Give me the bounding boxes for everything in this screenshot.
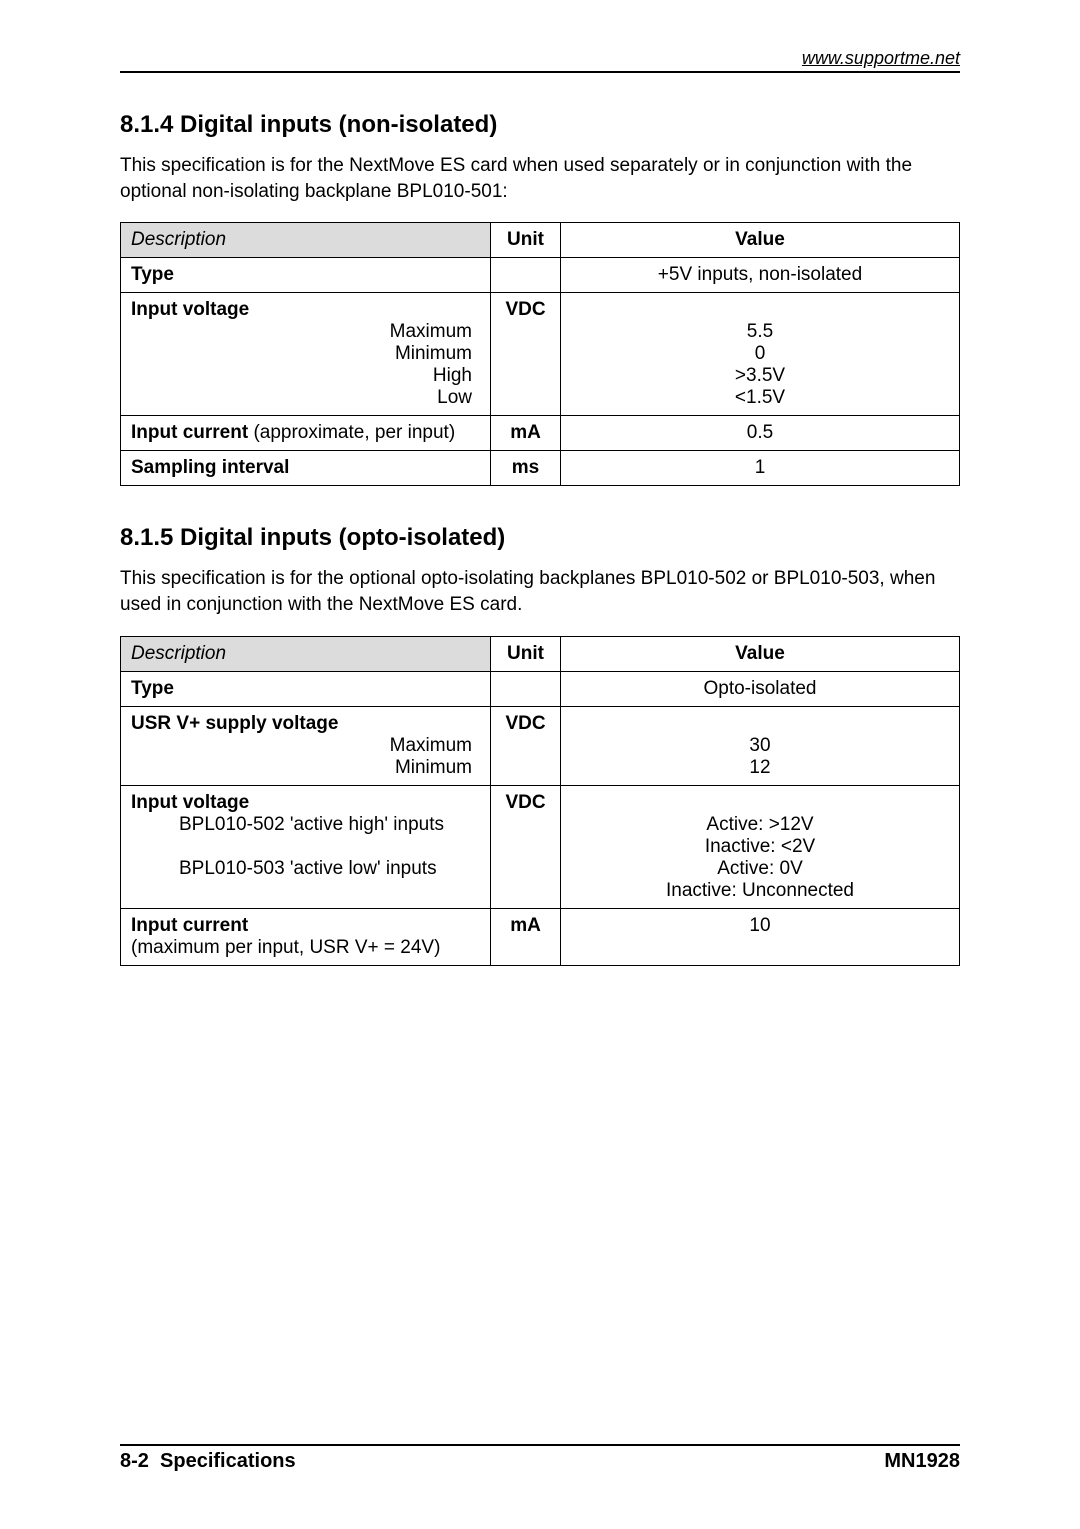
val-min: 0 [571,343,949,365]
col-unit: Unit [491,636,561,671]
unit-vdc: VDC [491,293,561,416]
val-high: >3.5V [571,365,949,387]
section-heading-814: 8.1.4 Digital inputs (non-isolated) [120,111,960,139]
label-usr-v: USR V+ supply voltage [131,713,338,734]
row-type: Type +5V inputs, non-isolated [121,258,960,293]
sub-max: Maximum [131,321,480,343]
col-value: Value [561,223,960,258]
val-503-inactive: Inactive: Unconnected [571,880,949,902]
table-header-row: Description Unit Value [121,223,960,258]
sub-503: BPL010-503 'active low' inputs [131,858,480,880]
unit-ma: mA [491,416,561,451]
sub-min: Minimum [131,757,480,779]
sub-502: BPL010-502 'active high' inputs [131,814,480,836]
label-input-current: Input current [131,422,248,443]
row-sampling: Sampling interval ms 1 [121,451,960,486]
sub-input-current: (maximum per input, USR V+ = 24V) [131,937,480,959]
val-input-current: 10 [561,908,960,965]
row-type: Type Opto-isolated [121,671,960,706]
footer-left: 8-2 Specifications [120,1450,296,1473]
label-input-voltage: Input voltage [131,299,249,320]
row-input-voltage: Input voltage BPL010-502 'active high' i… [121,785,960,908]
footer-section: Specifications [160,1450,296,1472]
page: www.supportme.net 8.1.4 Digital inputs (… [0,0,1080,966]
unit-vdc: VDC [491,785,561,908]
table-814: Description Unit Value Type +5V inputs, … [120,222,960,486]
section-intro-815: This specification is for the optional o… [120,566,960,617]
value-type: +5V inputs, non-isolated [561,258,960,293]
footer-page-num: 8-2 [120,1450,149,1472]
section-title: Digital inputs (non-isolated) [180,111,497,139]
val-low: <1.5V [571,387,949,409]
val-sampling: 1 [561,451,960,486]
header-rule [120,71,960,73]
section-title: Digital inputs (opto-isolated) [180,524,505,552]
label-type: Type [131,264,174,285]
val-502-active: Active: >12V [571,814,949,836]
row-input-current: Input current (maximum per input, USR V+… [121,908,960,965]
row-usr-v: USR V+ supply voltage Maximum Minimum VD… [121,706,960,785]
label-sampling: Sampling interval [131,457,289,478]
sub-high: High [131,365,480,387]
label-input-current: Input current [131,915,248,936]
sub-low: Low [131,387,480,409]
unit-vdc: VDC [491,706,561,785]
val-502-inactive: Inactive: <2V [571,836,949,858]
val-503-active: Active: 0V [571,858,949,880]
section-number: 8.1.5 [120,524,180,552]
footer-right: MN1928 [884,1450,960,1473]
header-url: www.supportme.net [120,48,960,71]
unit-ma: mA [491,908,561,965]
section-intro-814: This specification is for the NextMove E… [120,153,960,204]
col-description: Description [121,223,491,258]
col-value: Value [561,636,960,671]
label-input-voltage: Input voltage [131,792,249,813]
val-min: 12 [571,757,949,779]
val-input-current: 0.5 [561,416,960,451]
row-input-voltage: Input voltage Maximum Minimum High Low V… [121,293,960,416]
page-footer: 8-2 Specifications MN1928 [120,1444,960,1473]
unit-ms: ms [491,451,561,486]
value-type: Opto-isolated [561,671,960,706]
val-max: 30 [571,735,949,757]
footer-rule [120,1444,960,1446]
sub-min: Minimum [131,343,480,365]
row-input-current: Input current (approximate, per input) m… [121,416,960,451]
unit-type [491,258,561,293]
sub-max: Maximum [131,735,480,757]
section-number: 8.1.4 [120,111,180,139]
val-max: 5.5 [571,321,949,343]
label-type: Type [131,678,174,699]
label-input-current-rest: (approximate, per input) [248,422,455,443]
section-heading-815: 8.1.5 Digital inputs (opto-isolated) [120,524,960,552]
table-815: Description Unit Value Type Opto-isolate… [120,636,960,966]
table-header-row: Description Unit Value [121,636,960,671]
col-description: Description [121,636,491,671]
unit-type [491,671,561,706]
col-unit: Unit [491,223,561,258]
